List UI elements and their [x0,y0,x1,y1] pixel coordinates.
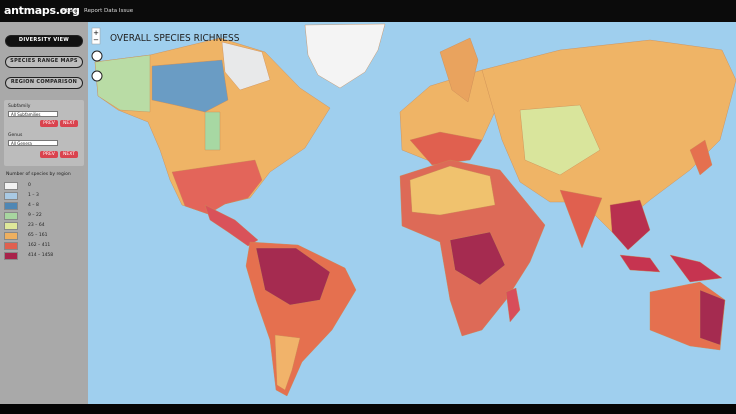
legend-swatch [4,232,18,240]
madagascar [505,287,521,323]
legend-swatch [4,242,18,250]
legend-item: 414 – 1458 [4,252,84,260]
next-button[interactable]: NEXT [60,120,78,127]
legend-swatch [4,202,18,210]
map-title: OVERALL SPECIES RICHNESS [110,33,240,44]
legend-label: 1 – 3 [28,193,39,198]
view-button[interactable]: REGION COMPARISON [5,77,83,89]
southern-europe [409,131,483,166]
legend-label: 0 [28,183,31,188]
legend-item: 23 – 64 [4,222,84,230]
legend-item: 0 [4,182,84,190]
footer-bar [0,404,736,414]
india [559,189,603,249]
legend-label: 9 – 22 [28,213,42,218]
filter-label: Genus [8,133,23,138]
legend-swatch [4,222,18,230]
canada-central [204,111,221,151]
map[interactable]: + − OVERALL SPECIES RICHNESS [88,22,736,404]
legend-label: 23 – 64 [28,223,45,228]
asia [481,39,736,233]
legend-item: 65 – 161 [4,232,84,240]
australia-east [699,289,726,346]
next-button[interactable]: NEXT [60,151,78,158]
zoom-out[interactable]: − [93,36,99,44]
japan [689,139,713,176]
land [94,23,736,397]
legend-item: 162 – 411 [4,242,84,250]
filter-label: Subfamily [8,104,31,109]
logo[interactable]: antmaps.org [4,4,80,17]
zoom-in[interactable]: + [93,29,99,37]
zoom-control [91,27,101,45]
scandinavia [439,37,479,103]
legend-swatch [4,192,18,200]
sumatra-java [619,254,661,273]
amazon [255,247,331,306]
filter-panel: Subfamily All Subfamilies PREV NEXT Genu… [4,100,84,166]
alaska [94,54,151,113]
legend-label: 65 – 161 [28,233,48,238]
prev-button[interactable]: PREV [40,120,58,127]
filter-select[interactable]: All Subfamilies [8,111,58,117]
legend-swatch [4,212,18,220]
central-africa [449,231,506,286]
view-button[interactable]: SPECIES RANGE MAPS [5,56,83,68]
map-tool[interactable] [91,70,103,82]
nav-link[interactable]: About [62,8,79,14]
greenland [304,23,386,89]
legend-label: 4 – 8 [28,203,39,208]
central-asia [519,104,601,176]
patagonia [274,334,301,391]
filter-select[interactable]: All Genera [8,140,58,146]
legend-swatch [4,252,18,260]
new-guinea [669,254,723,283]
legend-label: 414 – 1458 [28,253,54,258]
legend-swatch [4,182,18,190]
legend-label: 162 – 411 [28,243,51,248]
arctic-islands [221,41,271,91]
nav-link[interactable]: Report Data Issue [84,8,134,14]
central-america [204,204,259,247]
legend-title: Number of species by region [6,172,71,177]
map-tool[interactable] [91,50,103,62]
legend-item: 1 – 3 [4,192,84,200]
view-button[interactable]: DIVERSITY VIEW [5,35,83,47]
sidebar: DIVERSITY VIEW SPECIES RANGE MAPS REGION… [0,22,88,404]
prev-button[interactable]: PREV [40,151,58,158]
header: antmaps.org About Report Data Issue [0,0,736,22]
southeast-asia [609,199,651,251]
sahara [409,165,496,216]
legend-item: 9 – 22 [4,212,84,220]
southern-us [171,159,263,215]
legend-item: 4 – 8 [4,202,84,210]
